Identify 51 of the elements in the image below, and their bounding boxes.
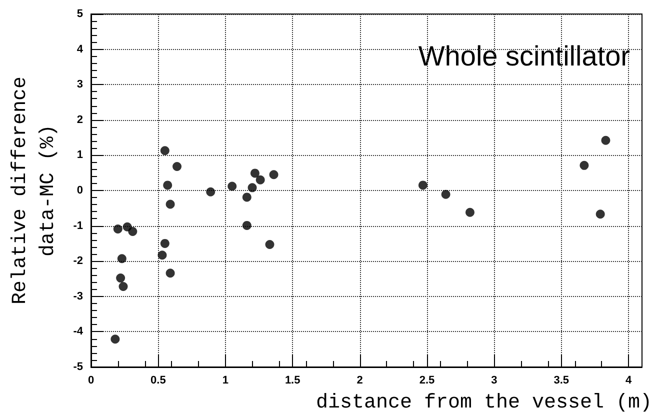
point xyxy=(166,268,175,278)
x-axis-title: distance from the vessel (m) xyxy=(316,392,652,414)
y-tick-label: -3 xyxy=(73,290,83,302)
point xyxy=(172,162,182,171)
point xyxy=(113,224,122,234)
y-axis-title: Relative difference data-MC (%) xyxy=(8,76,60,305)
x-tick-label: 2 xyxy=(356,374,363,386)
point xyxy=(110,334,120,344)
point xyxy=(242,220,252,230)
x-tick-label: 1.5 xyxy=(284,374,300,386)
point xyxy=(601,136,610,145)
point xyxy=(163,180,172,190)
y-tick-label: 3 xyxy=(76,78,83,91)
x-tick-label: 3.5 xyxy=(554,374,570,386)
y-tick-label: 0 xyxy=(76,184,83,196)
x-tick-label: 1 xyxy=(222,374,228,386)
y-tick-label: 2 xyxy=(76,114,83,126)
annotation: Whole scintillator xyxy=(418,40,630,72)
point xyxy=(596,210,605,219)
point xyxy=(250,168,260,178)
y-tick-label: 4 xyxy=(76,43,84,56)
x-tick-label: 0 xyxy=(88,374,94,386)
y-tick-label: -4 xyxy=(73,326,84,338)
x-tick-label: 4 xyxy=(626,374,632,386)
x-tick-label: 2.5 xyxy=(419,374,435,386)
y-tick-label: -2 xyxy=(73,255,83,268)
point xyxy=(206,187,216,196)
point xyxy=(580,160,589,170)
y-tick-label: -5 xyxy=(73,361,83,373)
y-tick-label: -1 xyxy=(73,220,83,232)
point xyxy=(118,282,128,292)
point xyxy=(158,250,167,260)
point xyxy=(242,192,252,202)
point xyxy=(116,274,126,283)
x-tick-label: 3 xyxy=(491,374,498,386)
point xyxy=(418,180,428,190)
point xyxy=(269,170,278,180)
point xyxy=(465,208,474,217)
point xyxy=(160,238,170,248)
x-tick-label: 0.5 xyxy=(150,374,166,386)
point xyxy=(228,182,237,191)
point xyxy=(248,183,257,192)
point xyxy=(166,200,175,209)
point xyxy=(160,146,170,156)
y-tick-label: 5 xyxy=(76,8,83,20)
point xyxy=(441,190,450,199)
point xyxy=(128,226,138,236)
point xyxy=(265,240,274,250)
point xyxy=(117,254,126,264)
y-tick-label: 1 xyxy=(76,149,83,162)
point xyxy=(256,175,265,184)
